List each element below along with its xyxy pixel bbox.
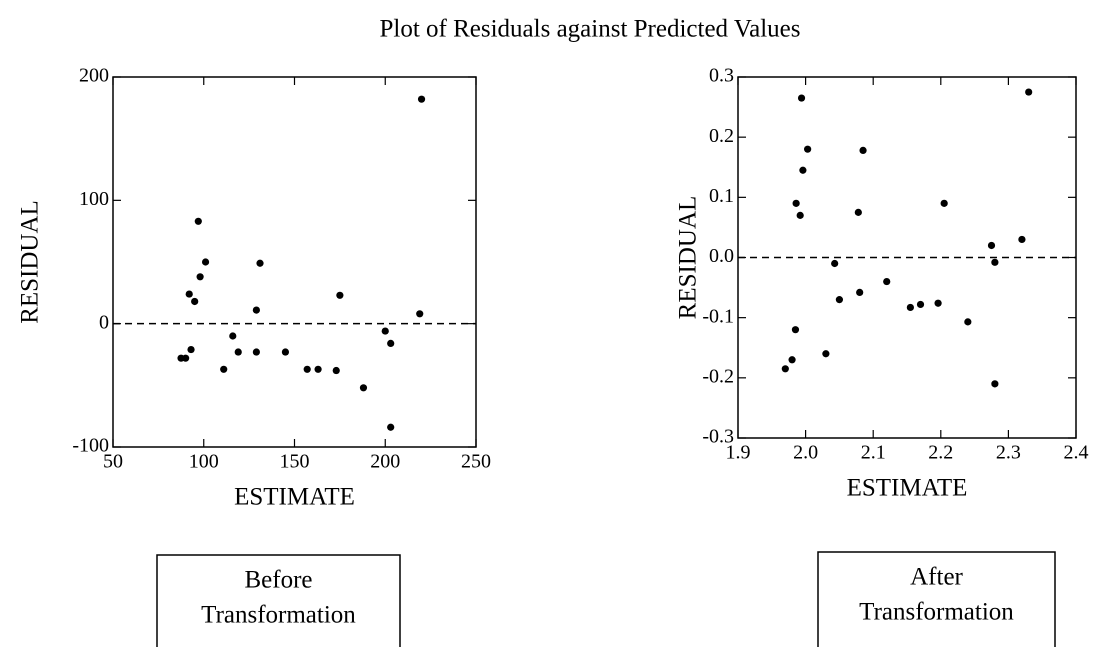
point bbox=[191, 297, 199, 306]
plot-frame bbox=[112, 76, 477, 448]
y-tick-label: -100 bbox=[72, 435, 109, 457]
point bbox=[797, 94, 806, 102]
point bbox=[781, 365, 789, 373]
caption-box bbox=[817, 551, 1056, 647]
y-tick-label: 200 bbox=[79, 65, 109, 87]
point bbox=[964, 318, 972, 326]
point bbox=[381, 327, 389, 335]
point bbox=[220, 365, 228, 373]
x-tick-label: 2.0 bbox=[793, 442, 818, 464]
x-tick-label: 2.1 bbox=[861, 442, 886, 464]
point bbox=[417, 95, 426, 103]
point bbox=[185, 290, 193, 298]
y-axis-label: RESIDUAL bbox=[675, 196, 702, 320]
x-axis-label: ESTIMATE bbox=[234, 484, 355, 511]
y-tick-label: 0.0 bbox=[709, 245, 734, 267]
x-tick-label: 2.3 bbox=[996, 442, 1021, 464]
point bbox=[182, 354, 190, 362]
point bbox=[799, 166, 807, 174]
point bbox=[303, 365, 311, 373]
point bbox=[229, 332, 237, 340]
point bbox=[314, 365, 322, 373]
caption: After bbox=[910, 564, 963, 591]
point bbox=[791, 326, 800, 334]
point bbox=[201, 258, 210, 266]
point bbox=[387, 423, 395, 431]
x-axis-label: ESTIMATE bbox=[847, 475, 968, 502]
y-tick-label: -0.3 bbox=[702, 426, 734, 448]
x-tick-label: 250 bbox=[461, 451, 491, 473]
point bbox=[416, 310, 424, 318]
point bbox=[1018, 235, 1026, 244]
y-axis-label: RESIDUAL bbox=[17, 200, 44, 324]
x-tick-label: 1.9 bbox=[726, 442, 751, 464]
point bbox=[234, 348, 242, 356]
point bbox=[187, 345, 195, 354]
caption-box bbox=[156, 554, 401, 647]
caption: Before bbox=[244, 567, 312, 594]
point bbox=[252, 348, 260, 356]
y-tick-label: 0.1 bbox=[709, 185, 734, 207]
y-tick-label: 100 bbox=[79, 188, 109, 210]
y-tick-label: 0.3 bbox=[709, 65, 734, 87]
page-title: Plot of Residuals against Predicted Valu… bbox=[379, 16, 800, 43]
point bbox=[835, 296, 844, 304]
caption: Transformation bbox=[859, 599, 1014, 626]
point bbox=[796, 211, 804, 219]
point bbox=[252, 306, 260, 314]
point bbox=[256, 259, 264, 267]
point bbox=[336, 291, 344, 299]
point bbox=[940, 199, 948, 207]
point bbox=[987, 241, 996, 250]
x-tick-label: 2.4 bbox=[1064, 442, 1089, 464]
x-tick-label: 2.2 bbox=[928, 442, 953, 464]
point bbox=[387, 339, 395, 347]
y-tick-label: -0.1 bbox=[702, 305, 734, 327]
point bbox=[856, 288, 864, 296]
point bbox=[194, 217, 202, 225]
caption: Transformation bbox=[201, 602, 356, 629]
point bbox=[991, 380, 999, 388]
point bbox=[804, 145, 812, 153]
point bbox=[822, 350, 830, 358]
y-tick-label: -0.2 bbox=[702, 365, 734, 387]
point bbox=[332, 366, 340, 375]
point bbox=[854, 208, 862, 216]
point bbox=[859, 146, 867, 155]
x-tick-label: 50 bbox=[103, 451, 123, 473]
point bbox=[991, 258, 999, 266]
point bbox=[934, 299, 942, 307]
point bbox=[359, 384, 368, 392]
point bbox=[831, 259, 839, 268]
point bbox=[281, 348, 290, 356]
point bbox=[196, 273, 204, 281]
x-tick-label: 100 bbox=[189, 451, 219, 473]
x-tick-label: 200 bbox=[370, 451, 400, 473]
point bbox=[1025, 88, 1033, 96]
x-tick-label: 150 bbox=[280, 451, 310, 473]
point bbox=[916, 300, 925, 309]
y-tick-label: 0.2 bbox=[709, 125, 734, 147]
y-tick-label: 0 bbox=[99, 311, 109, 333]
point bbox=[883, 277, 891, 286]
point bbox=[788, 356, 796, 364]
point bbox=[792, 199, 800, 207]
point bbox=[906, 303, 914, 312]
